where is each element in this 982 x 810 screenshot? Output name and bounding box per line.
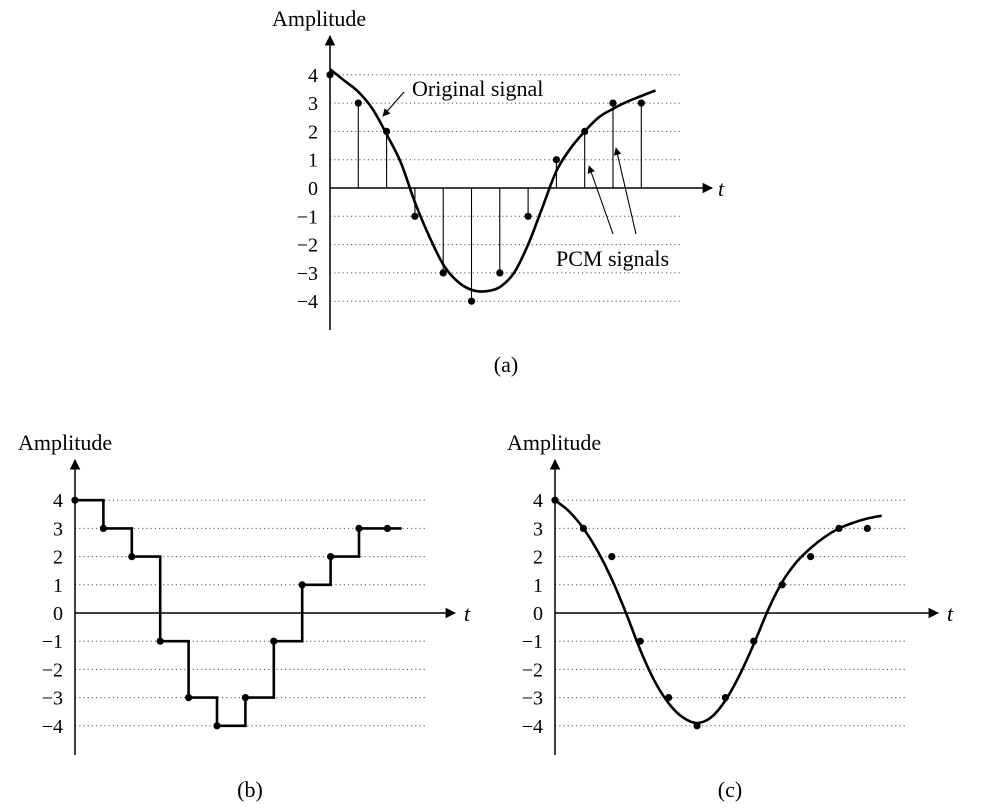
pcm-sample-point	[637, 99, 645, 107]
panel-a-annotation-arrows	[382, 91, 637, 235]
panel-c-ylabel: Amplitude	[507, 430, 601, 455]
panel-b-xlabel: t	[464, 601, 471, 626]
y-tick-label: −3	[297, 263, 318, 285]
y-tick-label: 3	[533, 518, 543, 540]
sample-point	[807, 553, 815, 561]
y-tick-label: −3	[42, 688, 63, 710]
y-tick-label: 2	[53, 547, 63, 569]
panel-a-ticks: 4 3 2 1 0 −1 −2 −3 −4	[297, 65, 318, 313]
pcm-sample-point	[552, 156, 561, 164]
y-tick-label: 1	[53, 575, 63, 597]
sample-point	[298, 581, 306, 589]
y-tick-label: 1	[533, 575, 543, 597]
y-tick-label: −1	[522, 631, 543, 653]
y-tick-label: −4	[297, 291, 318, 313]
panel-c-points	[551, 496, 872, 730]
panel-a: Amplitude t (a) Original signal PCM sign…	[272, 6, 725, 377]
y-tick-label: 0	[53, 603, 63, 625]
original-signal-label: Original signal	[412, 76, 543, 101]
pcm-sample-point	[524, 212, 532, 220]
panel-a-caption: (a)	[494, 352, 518, 377]
y-tick-label: 4	[308, 65, 318, 87]
panel-b-staircase	[75, 498, 402, 728]
y-tick-label: 3	[53, 518, 63, 540]
panel-b-points	[71, 496, 391, 730]
panel-a-points	[326, 71, 645, 305]
y-tick-label: −4	[42, 716, 63, 738]
panel-c-curve	[554, 499, 882, 725]
pcm-signals-arrow-2	[613, 147, 637, 235]
pcm-sample-point	[411, 212, 419, 220]
sample-point	[863, 524, 872, 533]
panel-b: Amplitude t (b) 4 3 2 1 0 −1 −2 −3 −4	[18, 430, 471, 802]
sample-point	[327, 553, 335, 561]
panel-b-axes	[69, 458, 457, 755]
pcm-sample-point	[383, 127, 391, 135]
panel-a-ylabel: Amplitude	[272, 6, 366, 31]
panel-b-ylabel: Amplitude	[18, 430, 112, 455]
sample-point	[270, 637, 278, 645]
y-tick-label: 0	[533, 603, 543, 625]
sample-point	[750, 637, 758, 645]
panel-a-xlabel: t	[718, 176, 725, 201]
sample-point	[213, 722, 221, 730]
sample-point	[665, 694, 673, 702]
sample-point	[693, 722, 701, 730]
pcm-sample-point	[439, 269, 447, 277]
panel-b-caption: (b)	[237, 777, 263, 802]
sample-point	[636, 637, 644, 645]
sample-point	[185, 694, 193, 702]
sample-point	[128, 553, 136, 561]
y-tick-label: −3	[522, 688, 543, 710]
sample-point	[608, 553, 616, 561]
sample-point	[835, 524, 843, 533]
y-tick-label: −1	[42, 631, 63, 653]
panel-c-caption: (c)	[718, 777, 742, 802]
sample-point	[721, 694, 730, 702]
panel-c-axes	[549, 458, 940, 755]
sample-point	[71, 496, 79, 504]
y-tick-label: 1	[308, 150, 318, 172]
panel-a-stems	[329, 74, 642, 302]
pcm-sample-point	[496, 269, 504, 277]
pcm-sample-point	[326, 71, 334, 79]
panel-c-xlabel: t	[947, 601, 954, 626]
pcm-signals-label: PCM signals	[556, 246, 669, 271]
y-tick-label: −2	[522, 659, 543, 681]
pcm-sample-point	[609, 99, 617, 107]
sample-point	[383, 524, 391, 533]
y-tick-label: 4	[53, 490, 63, 512]
original-signal-curve	[554, 499, 882, 725]
sample-point	[99, 524, 107, 533]
pcm-sample-point	[467, 297, 476, 305]
y-tick-label: −4	[522, 716, 543, 738]
sample-point	[355, 524, 363, 533]
y-tick-label: 0	[308, 178, 318, 200]
sample-point	[778, 581, 786, 589]
y-tick-label: −2	[42, 659, 63, 681]
panel-c: Amplitude t (c) 4 3 2 1 0 −1 −2 −3 −4	[507, 430, 954, 802]
pcm-sample-point	[581, 127, 589, 135]
sample-point	[579, 524, 588, 533]
sample-point	[551, 496, 559, 504]
y-tick-label: 3	[308, 93, 318, 115]
sample-point	[156, 637, 164, 645]
y-tick-label: 2	[308, 121, 318, 143]
sample-point	[241, 694, 249, 702]
pcm-sample-point	[354, 99, 362, 107]
y-tick-label: 4	[533, 490, 543, 512]
staircase-signal	[75, 498, 402, 728]
panel-c-ticks: 4 3 2 1 0 −1 −2 −3 −4	[522, 490, 543, 738]
y-tick-label: 2	[533, 547, 543, 569]
y-tick-label: −2	[297, 235, 318, 257]
panel-b-ticks: 4 3 2 1 0 −1 −2 −3 −4	[42, 490, 63, 738]
y-tick-label: −1	[297, 206, 318, 228]
pcm-signals-arrow-1	[587, 165, 614, 235]
original-signal-arrow	[382, 91, 405, 117]
